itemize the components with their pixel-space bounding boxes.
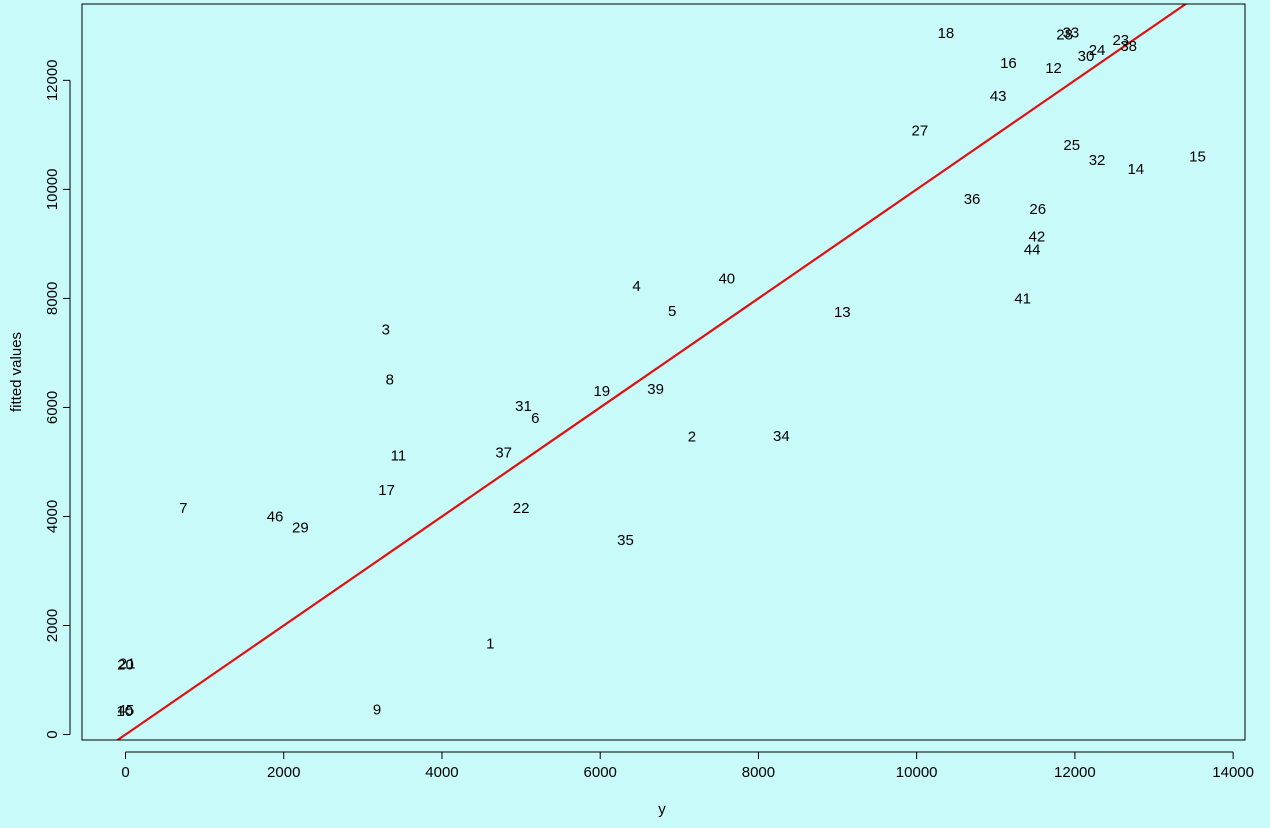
- x-tick-label: 12000: [1054, 764, 1096, 781]
- data-point-label: 44: [1024, 241, 1041, 258]
- data-point-label: 18: [938, 25, 955, 42]
- data-point-label: 34: [773, 428, 790, 445]
- data-point-label: 17: [378, 482, 395, 499]
- data-point-label: 35: [617, 532, 634, 549]
- data-point-label: 11: [391, 447, 407, 464]
- axes-layer: 0 2000 4000 6000 8000 10000 12000 14000 0 2000 400…: [44, 59, 1254, 781]
- y-tick-label: 10000: [44, 169, 61, 211]
- data-point-label: 19: [593, 383, 610, 400]
- x-tick-label: 0: [121, 764, 129, 781]
- data-point-label: 2: [688, 428, 696, 445]
- data-point-label: 25: [1063, 137, 1080, 154]
- x-tick-label: 6000: [584, 764, 617, 781]
- data-point-label: 22: [513, 500, 530, 517]
- y-axis-title: fitted values: [8, 332, 25, 412]
- data-point-label: 39: [647, 381, 664, 398]
- data-point-label: 31: [515, 398, 532, 415]
- data-point-label: 46: [267, 509, 284, 526]
- data-point-label: 5: [668, 303, 676, 320]
- x-tick-label: 14000: [1212, 764, 1254, 781]
- data-point-label: 21: [119, 656, 136, 673]
- data-point-label: 15: [1189, 149, 1206, 166]
- data-point-label: 1: [486, 636, 494, 653]
- data-point-label: 9: [373, 702, 381, 719]
- data-point-label: 41: [1014, 290, 1031, 307]
- data-point-label: 38: [1120, 38, 1137, 55]
- data-point-label: 26: [1029, 201, 1046, 218]
- data-point-label: 8: [386, 372, 394, 389]
- y-tick-label: 2000: [44, 609, 61, 642]
- data-point-label: 42: [1029, 228, 1046, 245]
- y-tick-label: 0: [44, 730, 61, 738]
- data-point-label: 29: [292, 519, 309, 536]
- data-point-label: 24: [1089, 42, 1106, 59]
- data-point-label: 43: [990, 88, 1007, 105]
- data-point-label: 28: [1056, 27, 1073, 44]
- data-point-label: 23: [1112, 32, 1129, 49]
- data-point-label: 10: [116, 703, 133, 720]
- y-tick-label: 8000: [44, 282, 61, 315]
- data-point-label: 37: [495, 445, 512, 462]
- data-point-label: 20: [117, 656, 134, 673]
- points-layer: 1234567891011121314151617181920212223242…: [116, 24, 1205, 720]
- data-point-label: 45: [118, 702, 135, 719]
- plot-frame: [81, 3, 1246, 741]
- y-tick-label: 4000: [44, 500, 61, 533]
- x-tick-label: 10000: [896, 764, 938, 781]
- x-tick-label: 8000: [742, 764, 775, 781]
- data-point-label: 7: [179, 500, 187, 517]
- x-axis-title: y: [658, 801, 666, 818]
- data-point-label: 33: [1063, 24, 1080, 41]
- data-point-label: 3: [382, 322, 390, 339]
- data-point-label: 12: [1045, 60, 1062, 77]
- data-point-label: 36: [964, 191, 981, 208]
- data-point-label: 13: [834, 304, 851, 321]
- data-point-label: 32: [1089, 152, 1106, 169]
- reference-line-layer: [115, 4, 1188, 740]
- x-tick-label: 2000: [267, 764, 300, 781]
- data-point-label: 4: [632, 278, 640, 295]
- data-point-label: 6: [531, 410, 539, 427]
- y-tick-label: 12000: [44, 59, 61, 101]
- data-point-label: 40: [718, 270, 735, 287]
- reference-line: [115, 4, 1188, 740]
- y-tick-label: 6000: [44, 391, 61, 424]
- x-tick-label: 4000: [425, 764, 458, 781]
- data-point-label: 14: [1127, 161, 1144, 178]
- data-point-label: 30: [1078, 48, 1095, 65]
- data-point-label: 16: [1000, 55, 1017, 72]
- data-point-label: 27: [911, 123, 928, 140]
